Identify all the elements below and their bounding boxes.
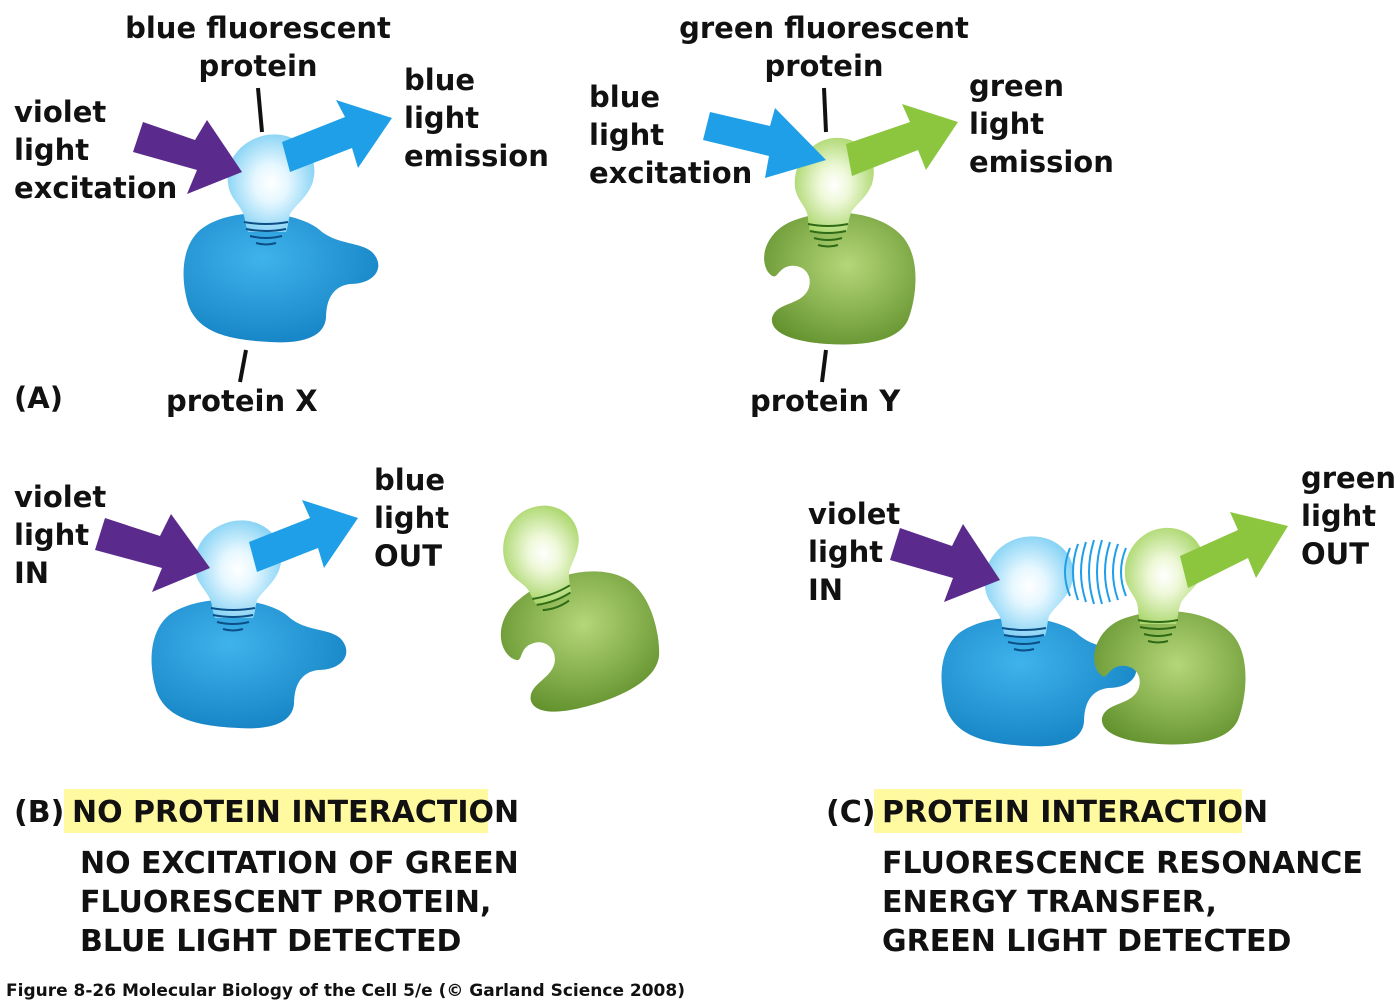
blue-emission-line2: light [404,101,479,135]
b-light-out-line3: OUT [374,539,442,573]
energy-transfer-waves [1064,539,1127,605]
blue-excitation-line2: light [589,118,664,152]
protein-y-label: protein Y [750,384,901,418]
linker-lines [1137,619,1179,644]
protein-y-unbound [500,505,660,712]
c-title-highlight [874,789,1242,833]
c-light-in-line3: IN [808,573,843,607]
linker-lines [532,584,571,612]
protein-x-shape [183,213,379,343]
blue-emission-arrow [282,100,392,172]
violet-excitation-line2: light [14,133,89,167]
panel-c: violet light IN green light OUT [808,461,1396,959]
c-description-line1: FLUORESCENCE RESONANCE [882,846,1363,881]
panel-a-letter: (A) [14,381,63,415]
b-description-line1: NO EXCITATION OF GREEN [80,846,519,881]
linker-lines [210,607,256,632]
b-title-highlight [64,789,488,833]
protein-x-shape [151,599,347,729]
violet-excitation-line1: violet [14,95,106,129]
panel-a-left: blue fluorescent protein violet light ex… [14,11,549,418]
blue-emission-line3: emission [404,139,549,173]
blue-out-arrow [249,500,358,572]
c-description-line2: ENERGY TRANSFER, [882,885,1217,920]
b-light-in-line2: light [14,518,89,552]
c-light-in-line2: light [808,535,883,569]
c-description-line3: GREEN LIGHT DETECTED [882,924,1291,959]
b-light-out-line2: light [374,501,449,535]
b-light-in-line3: IN [14,556,49,590]
c-light-out-line1: green [1301,461,1396,495]
c-light-in-line1: violet [808,497,900,531]
protein-x-label: protein X [166,384,318,418]
violet-in-arrow [890,524,1000,602]
protein-y-pointer-line [820,349,828,383]
blue-fp-bulb [984,536,1074,636]
protein-x-shape [941,617,1137,747]
b-description-line2: FLUORESCENT PROTEIN, [80,885,491,920]
blue-excitation-line1: blue [589,80,660,114]
green-fp-bulb [1124,527,1204,624]
blue-fp-pointer-line [256,87,264,133]
protein-y-shape [500,571,660,712]
linker-lines [1001,627,1047,652]
linker-lines [807,223,849,248]
green-emission-line2: light [969,107,1044,141]
green-fp-pointer-line [822,87,828,133]
panel-b-title: NO PROTEIN INTERACTION [72,795,519,830]
green-fp-label-line2: protein [764,49,883,83]
b-light-in-line1: violet [14,480,106,514]
violet-in-arrow [95,514,210,592]
blue-excitation-arrow [703,108,826,178]
green-fp-label-line1: green fluorescent [679,11,969,45]
b-description-line3: BLUE LIGHT DETECTED [80,924,461,959]
protein-y-shape [764,212,916,345]
linker-lines [243,221,289,246]
b-light-out-line1: blue [374,463,445,497]
c-light-out-line2: light [1301,499,1376,533]
green-out-arrow [1180,512,1288,588]
blue-excitation-line3: excitation [589,156,752,190]
c-light-out-line3: OUT [1301,537,1369,571]
panel-b-letter: (B) [14,795,64,830]
panel-c-letter: (C) [826,795,875,830]
protein-y-shape [1094,611,1246,745]
violet-excitation-line3: excitation [14,171,177,205]
blue-fp-label-line2: protein [198,49,317,83]
violet-excitation-arrow [133,120,242,194]
blue-fp-label-line1: blue fluorescent [125,11,391,45]
green-emission-line1: green [969,69,1064,103]
green-emission-arrow [846,104,958,176]
panel-b: violet light IN blue light OUT (B) [14,463,660,959]
green-fp-bulb [503,505,579,606]
protein-x-pointer-line [238,349,248,383]
panel-a-right: green fluorescent protein blue light exc… [589,11,1114,418]
blue-emission-line1: blue [404,63,475,97]
panel-c-title: PROTEIN INTERACTION [882,795,1268,830]
green-emission-line3: emission [969,145,1114,179]
figure-footer: Figure 8-26 Molecular Biology of the Cel… [6,981,685,1001]
